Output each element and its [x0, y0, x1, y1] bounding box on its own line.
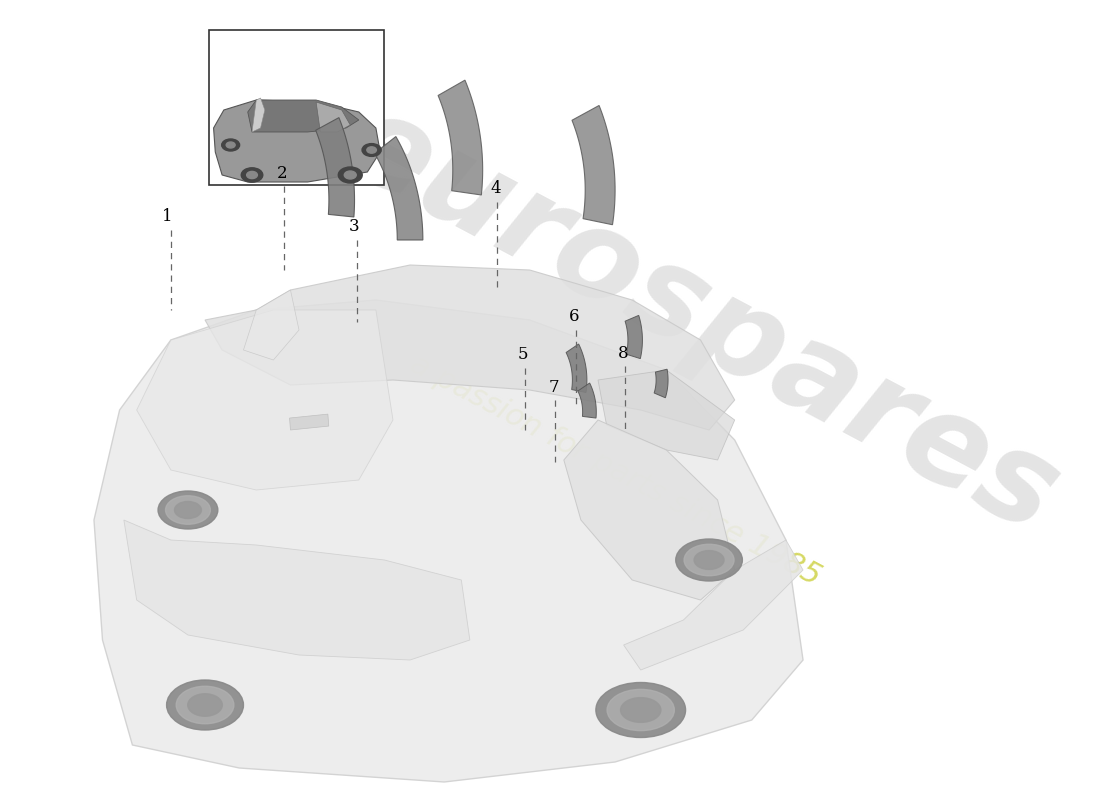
Polygon shape [624, 540, 803, 670]
Polygon shape [124, 520, 470, 660]
Ellipse shape [158, 491, 218, 529]
Ellipse shape [175, 502, 201, 518]
Polygon shape [136, 310, 393, 490]
Text: 7: 7 [548, 379, 559, 396]
Ellipse shape [344, 171, 356, 179]
Polygon shape [94, 300, 803, 782]
Text: a passion for parts since 1985: a passion for parts since 1985 [405, 349, 825, 591]
Text: 5: 5 [518, 346, 528, 363]
Polygon shape [205, 265, 735, 430]
Polygon shape [252, 98, 265, 132]
Ellipse shape [684, 544, 734, 576]
Ellipse shape [222, 139, 240, 151]
Ellipse shape [694, 550, 724, 570]
Polygon shape [248, 100, 359, 132]
Ellipse shape [227, 142, 235, 148]
Polygon shape [578, 383, 596, 418]
Polygon shape [438, 80, 483, 195]
Text: eurospares: eurospares [323, 81, 1078, 559]
Bar [289, 414, 329, 430]
Text: 8: 8 [618, 345, 629, 362]
Polygon shape [316, 102, 350, 132]
Ellipse shape [620, 698, 661, 722]
Polygon shape [598, 370, 735, 460]
Text: 1: 1 [162, 208, 173, 225]
Ellipse shape [362, 144, 382, 157]
Ellipse shape [165, 496, 210, 524]
Ellipse shape [607, 690, 674, 730]
Ellipse shape [675, 539, 742, 581]
Text: 6: 6 [569, 308, 580, 325]
Ellipse shape [339, 167, 362, 183]
Polygon shape [375, 137, 422, 240]
Polygon shape [572, 106, 615, 225]
Text: 3: 3 [349, 218, 360, 235]
Bar [209, 30, 384, 185]
Ellipse shape [176, 686, 234, 724]
Polygon shape [243, 290, 299, 360]
Polygon shape [316, 118, 354, 217]
Polygon shape [654, 369, 668, 398]
Polygon shape [625, 315, 642, 358]
Ellipse shape [596, 682, 685, 738]
Polygon shape [564, 420, 735, 600]
Text: 2: 2 [276, 165, 287, 182]
Polygon shape [213, 100, 381, 182]
Ellipse shape [246, 171, 257, 178]
Ellipse shape [188, 694, 222, 716]
Ellipse shape [241, 168, 263, 182]
Text: 4: 4 [491, 180, 501, 197]
Polygon shape [566, 344, 587, 393]
Ellipse shape [166, 680, 243, 730]
Ellipse shape [366, 146, 376, 154]
